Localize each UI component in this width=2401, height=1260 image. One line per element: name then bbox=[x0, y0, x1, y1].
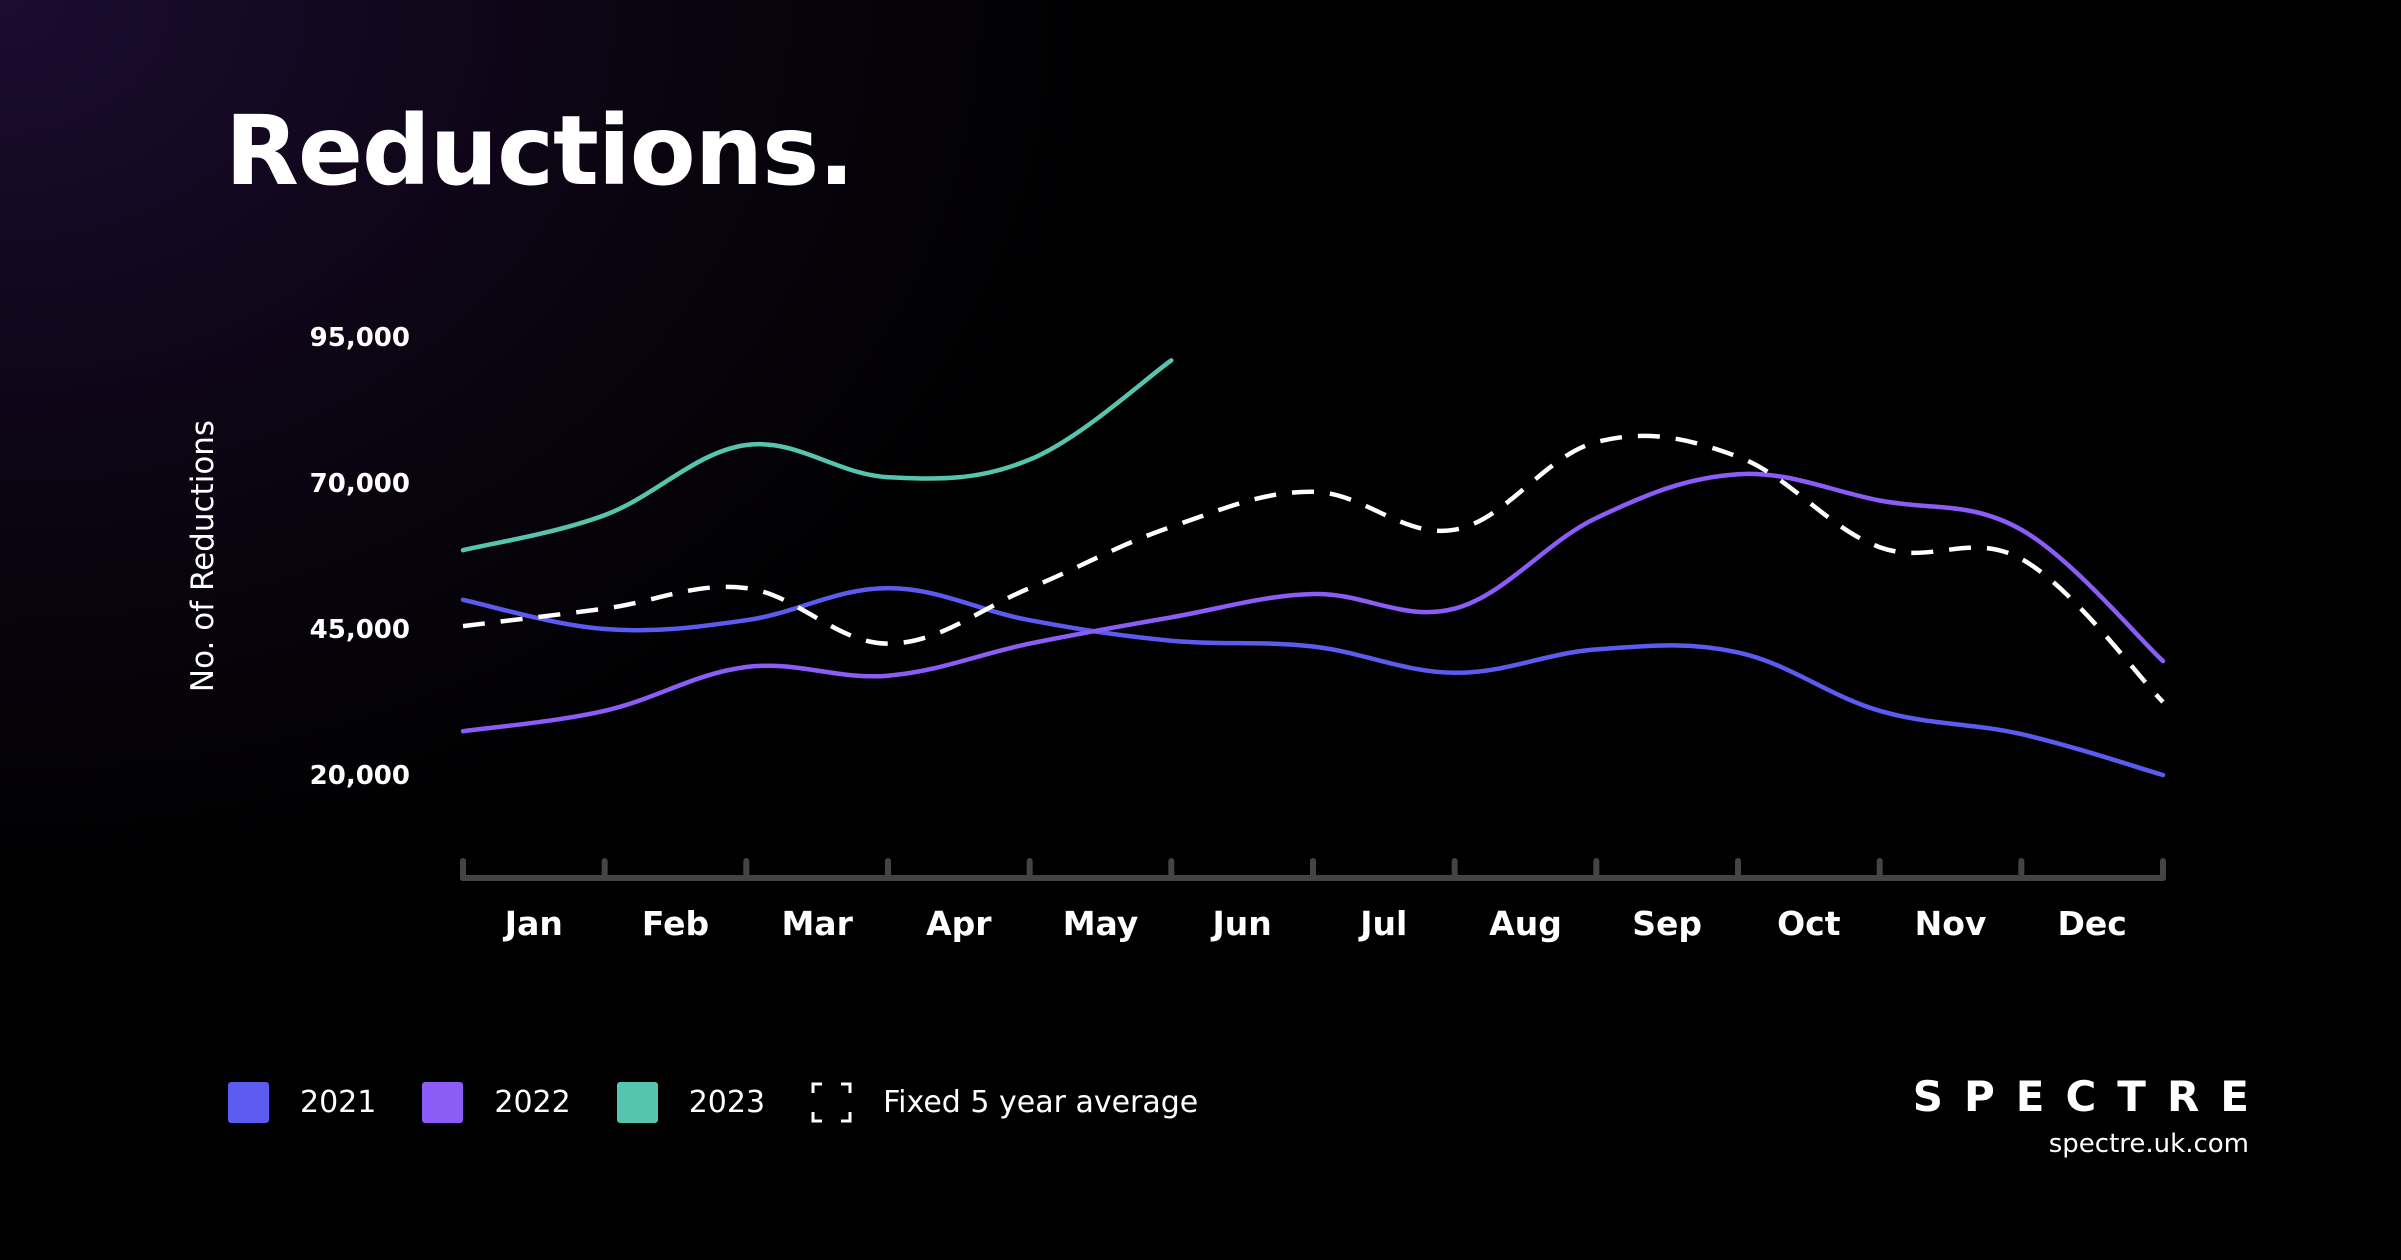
x-tick-label: Nov bbox=[1915, 904, 1987, 943]
brand: SPECTRE spectre.uk.com bbox=[1913, 1072, 2249, 1159]
page-title: Reductions. bbox=[225, 95, 855, 207]
legend-swatch-2022 bbox=[422, 1082, 464, 1123]
y-tick-label: 45,000 bbox=[310, 615, 410, 645]
series-line-fixed-5-year-average bbox=[462, 433, 2165, 704]
brand-logo: SPECTRE bbox=[1912, 1072, 2270, 1121]
legend-item-2023[interactable]: 2023 bbox=[616, 1082, 766, 1123]
x-tick-label: Apr bbox=[926, 904, 992, 943]
x-tick-label: Sep bbox=[1632, 904, 1702, 943]
legend-item-average[interactable]: Fixed 5 year average bbox=[811, 1082, 1198, 1123]
y-tick-label: 70,000 bbox=[310, 469, 410, 499]
legend-item-2021[interactable]: 2021 bbox=[228, 1082, 376, 1123]
x-tick-label: Jun bbox=[1211, 904, 1272, 943]
brand-url[interactable]: spectre.uk.com bbox=[2048, 1129, 2249, 1159]
y-tick-label: 20,000 bbox=[310, 761, 410, 791]
x-tick-label: Mar bbox=[781, 904, 853, 943]
x-tick-label: Aug bbox=[1489, 904, 1562, 943]
x-tick-label: Jul bbox=[1358, 904, 1407, 943]
legend: 2021 2022 2023 Fixed 5 year average bbox=[228, 1082, 1244, 1123]
y-tick-label: 95,000 bbox=[310, 323, 410, 353]
series-layer bbox=[460, 358, 2166, 778]
x-tick-label: Feb bbox=[642, 904, 709, 943]
dashed-square-icon bbox=[811, 1082, 852, 1123]
x-tick-label: May bbox=[1063, 904, 1139, 943]
series-line-2021 bbox=[460, 585, 2166, 778]
x-tick-label: Jan bbox=[503, 904, 563, 943]
x-tick-label: Oct bbox=[1777, 904, 1841, 943]
y-axis-title: No. of Reductions bbox=[185, 420, 221, 692]
legend-label-2021: 2021 bbox=[300, 1085, 377, 1120]
legend-swatch-2023 bbox=[616, 1082, 658, 1123]
legend-swatch-2021 bbox=[228, 1082, 269, 1123]
series-line-2023 bbox=[460, 358, 1174, 553]
x-axis: Jan Feb Mar Apr May Jun Jul Aug Sep Oct Nov Dec bbox=[460, 858, 2166, 943]
legend-label-2022: 2022 bbox=[494, 1085, 571, 1120]
y-axis: 20,000 45,000 70,000 95,000 bbox=[310, 323, 410, 791]
x-tick-label: Dec bbox=[2057, 904, 2126, 943]
legend-label-average: Fixed 5 year average bbox=[883, 1085, 1199, 1120]
series-line-2022 bbox=[460, 471, 2166, 734]
legend-item-2022[interactable]: 2022 bbox=[422, 1082, 571, 1123]
legend-label-2023: 2023 bbox=[688, 1085, 766, 1120]
